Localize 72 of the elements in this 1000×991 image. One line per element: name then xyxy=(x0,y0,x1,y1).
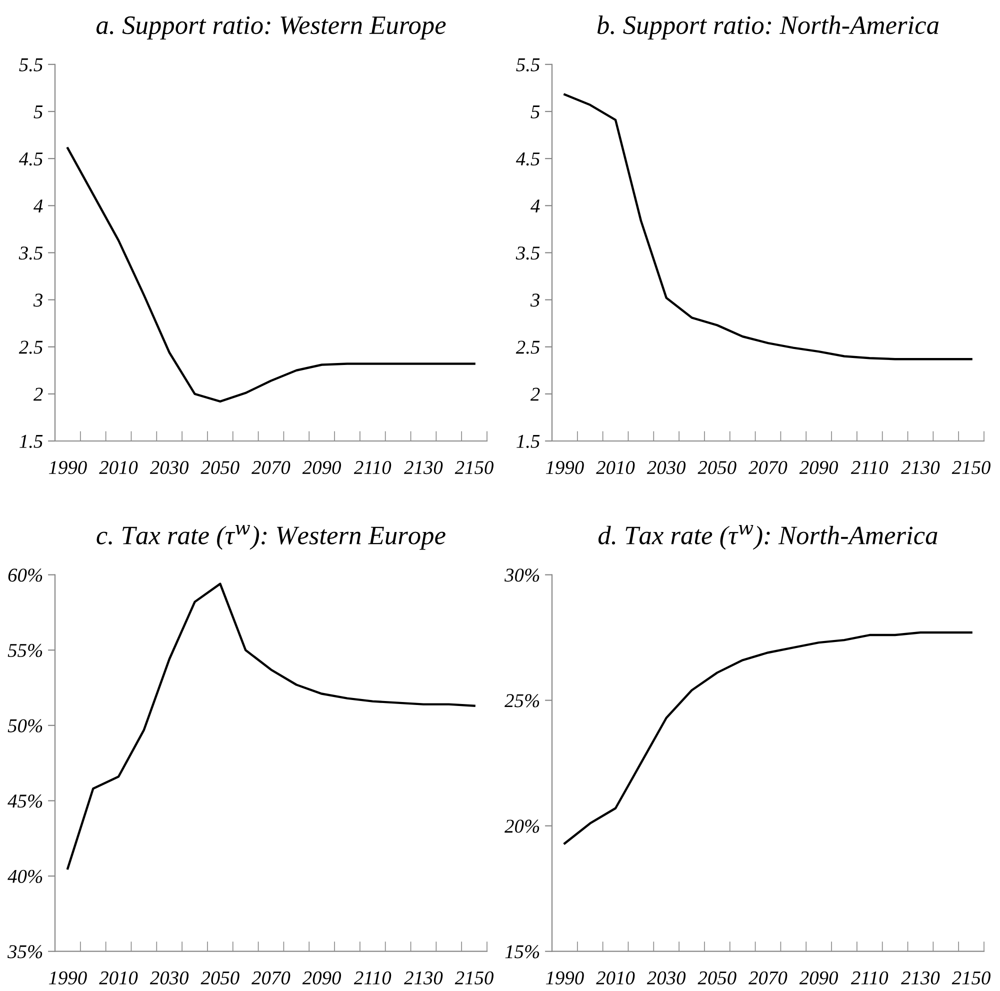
y-tick-label: 3 xyxy=(33,294,43,307)
x-tick-label: 2110 xyxy=(850,461,888,474)
y-tick-label: 15% xyxy=(505,945,540,958)
y-tick-label: 40% xyxy=(8,870,42,884)
x-tick-label: 2150 xyxy=(454,461,494,474)
x-tick-label: 2070 xyxy=(252,461,290,474)
line-series xyxy=(564,631,972,845)
x-tick-label: 2110 xyxy=(354,971,392,984)
x-tick-label: 1990 xyxy=(546,461,584,474)
x-tick-label: 2070 xyxy=(252,971,290,984)
y-tick-label: 2 xyxy=(530,388,540,401)
y-tick-label: 2.5 xyxy=(516,340,540,354)
x-tick-label: 2070 xyxy=(748,461,788,474)
x-tick-label: 2090 xyxy=(302,971,342,984)
x-tick-label: 2010 xyxy=(596,461,635,474)
y-tick-label: 25% xyxy=(504,694,540,708)
x-tick-label: 2090 xyxy=(799,971,838,984)
y-tick-label: 3.5 xyxy=(18,246,43,260)
y-tick-label: 5 xyxy=(530,106,540,118)
x-tick-label: 2110 xyxy=(354,461,392,474)
chart-title: d. Tax rate (τ$^{w}$): North-America xyxy=(598,524,938,550)
y-tick-label: 50% xyxy=(8,719,42,732)
y-tick-label: 4 xyxy=(530,200,540,212)
y-tick-label: 4 xyxy=(34,200,43,212)
x-tick-label: 2150 xyxy=(952,461,990,474)
y-tick-label: 3.5 xyxy=(516,246,540,260)
x-tick-label: 2090 xyxy=(302,461,342,474)
y-tick-label: 45% xyxy=(8,794,42,808)
x-tick-label: 2050 xyxy=(200,461,240,474)
x-tick-label: 2030 xyxy=(150,461,189,474)
y-tick-label: 4.5 xyxy=(516,152,540,166)
y-tick-label: 3 xyxy=(530,294,540,307)
y-tick-label: 30% xyxy=(504,568,540,582)
x-tick-label: 2130 xyxy=(901,971,940,984)
y-tick-label: 1.5 xyxy=(20,434,43,448)
x-tick-label: 2030 xyxy=(150,971,189,984)
x-tick-label: 1990 xyxy=(546,971,584,984)
x-tick-label: 2010 xyxy=(596,971,635,984)
x-tick-label: 2150 xyxy=(952,971,990,984)
line-series xyxy=(564,93,972,360)
x-tick-label: 2130 xyxy=(901,461,940,474)
x-tick-label: 2010 xyxy=(99,971,138,984)
x-tick-label: 2050 xyxy=(200,971,240,984)
x-tick-label: 2030 xyxy=(646,461,686,474)
y-tick-label: 55% xyxy=(8,644,42,658)
y-tick-label: 60% xyxy=(8,568,42,582)
y-tick-label: 2 xyxy=(33,388,43,401)
line-series xyxy=(66,582,476,870)
y-tick-label: 5.5 xyxy=(19,58,43,72)
x-tick-label: 1990 xyxy=(48,461,87,474)
x-tick-label: 2150 xyxy=(454,971,494,984)
x-tick-label: 2070 xyxy=(748,971,788,984)
y-tick-label: 5.5 xyxy=(516,58,540,72)
x-tick-label: 1990 xyxy=(48,971,87,984)
x-tick-label: 2050 xyxy=(698,971,736,984)
y-tick-label: 1.5 xyxy=(516,434,540,448)
x-tick-label: 2130 xyxy=(404,461,443,474)
line-series xyxy=(66,147,476,403)
y-tick-label: 4.5 xyxy=(18,152,43,166)
x-tick-label: 2130 xyxy=(404,971,443,984)
chart-title: c. Tax rate (τ$^{w}$): Western Europe xyxy=(96,524,446,550)
y-tick-label: 35% xyxy=(8,945,42,958)
y-tick-label: 2.5 xyxy=(18,340,43,354)
x-tick-label: 2050 xyxy=(698,461,736,474)
x-tick-label: 2030 xyxy=(646,971,686,984)
chart-title: a. Support ratio: Western Europe xyxy=(96,16,446,40)
x-tick-label: 2010 xyxy=(99,461,138,474)
y-tick-label: 20% xyxy=(504,820,540,833)
x-tick-label: 2090 xyxy=(799,461,838,474)
x-tick-label: 2110 xyxy=(850,971,888,984)
chart-title: b. Support ratio: North-America xyxy=(597,16,939,40)
y-tick-label: 5 xyxy=(34,106,43,118)
